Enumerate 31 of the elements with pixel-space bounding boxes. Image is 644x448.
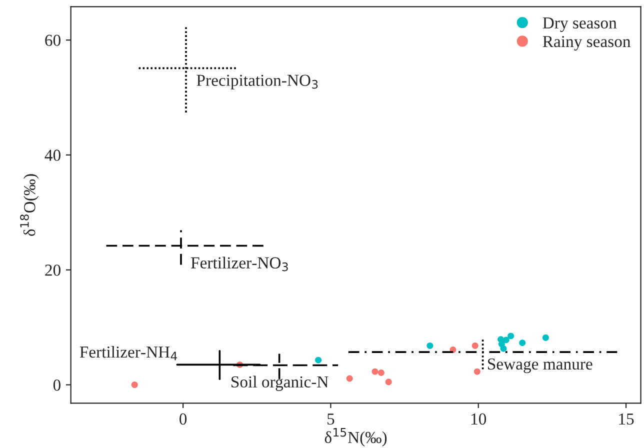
point bbox=[378, 369, 384, 376]
point bbox=[542, 334, 549, 341]
x-tick-label: 10 bbox=[471, 413, 486, 425]
y-axis-title: δ$^{18}$O(‰) bbox=[20, 174, 39, 236]
legend-label: Dry season bbox=[542, 17, 617, 32]
annotation: Soil organic-N bbox=[232, 376, 328, 391]
x-tick-label: 0 bbox=[180, 413, 187, 425]
point bbox=[426, 342, 434, 349]
point bbox=[472, 342, 478, 349]
y-tick-label: 40 bbox=[44, 150, 60, 161]
point bbox=[500, 345, 507, 352]
point bbox=[315, 356, 322, 364]
point bbox=[508, 332, 514, 340]
point bbox=[502, 336, 510, 344]
point bbox=[372, 368, 378, 375]
point bbox=[346, 375, 353, 382]
annotation: Fertilizer-NH$_{4}$ bbox=[80, 346, 178, 360]
x-tick-label: 5 bbox=[328, 414, 334, 425]
annotation: Sewage manure bbox=[488, 358, 592, 374]
point bbox=[519, 340, 526, 346]
legend-label: Rainy season bbox=[542, 36, 631, 51]
y-tick-label: 20 bbox=[45, 264, 60, 276]
point bbox=[385, 378, 392, 386]
annotation: Precipitation-NO$_{3}$ bbox=[196, 74, 318, 90]
y-tick-label: 0 bbox=[53, 380, 60, 391]
point bbox=[131, 382, 138, 388]
x-axis-title: δ$^{15}$N(‰) bbox=[324, 428, 387, 446]
annotation: Fertilizer-NO$_{3}$ bbox=[191, 256, 288, 272]
point bbox=[474, 368, 480, 375]
x-tick-label: 15 bbox=[619, 413, 634, 425]
y-tick-label: 60 bbox=[45, 34, 60, 46]
